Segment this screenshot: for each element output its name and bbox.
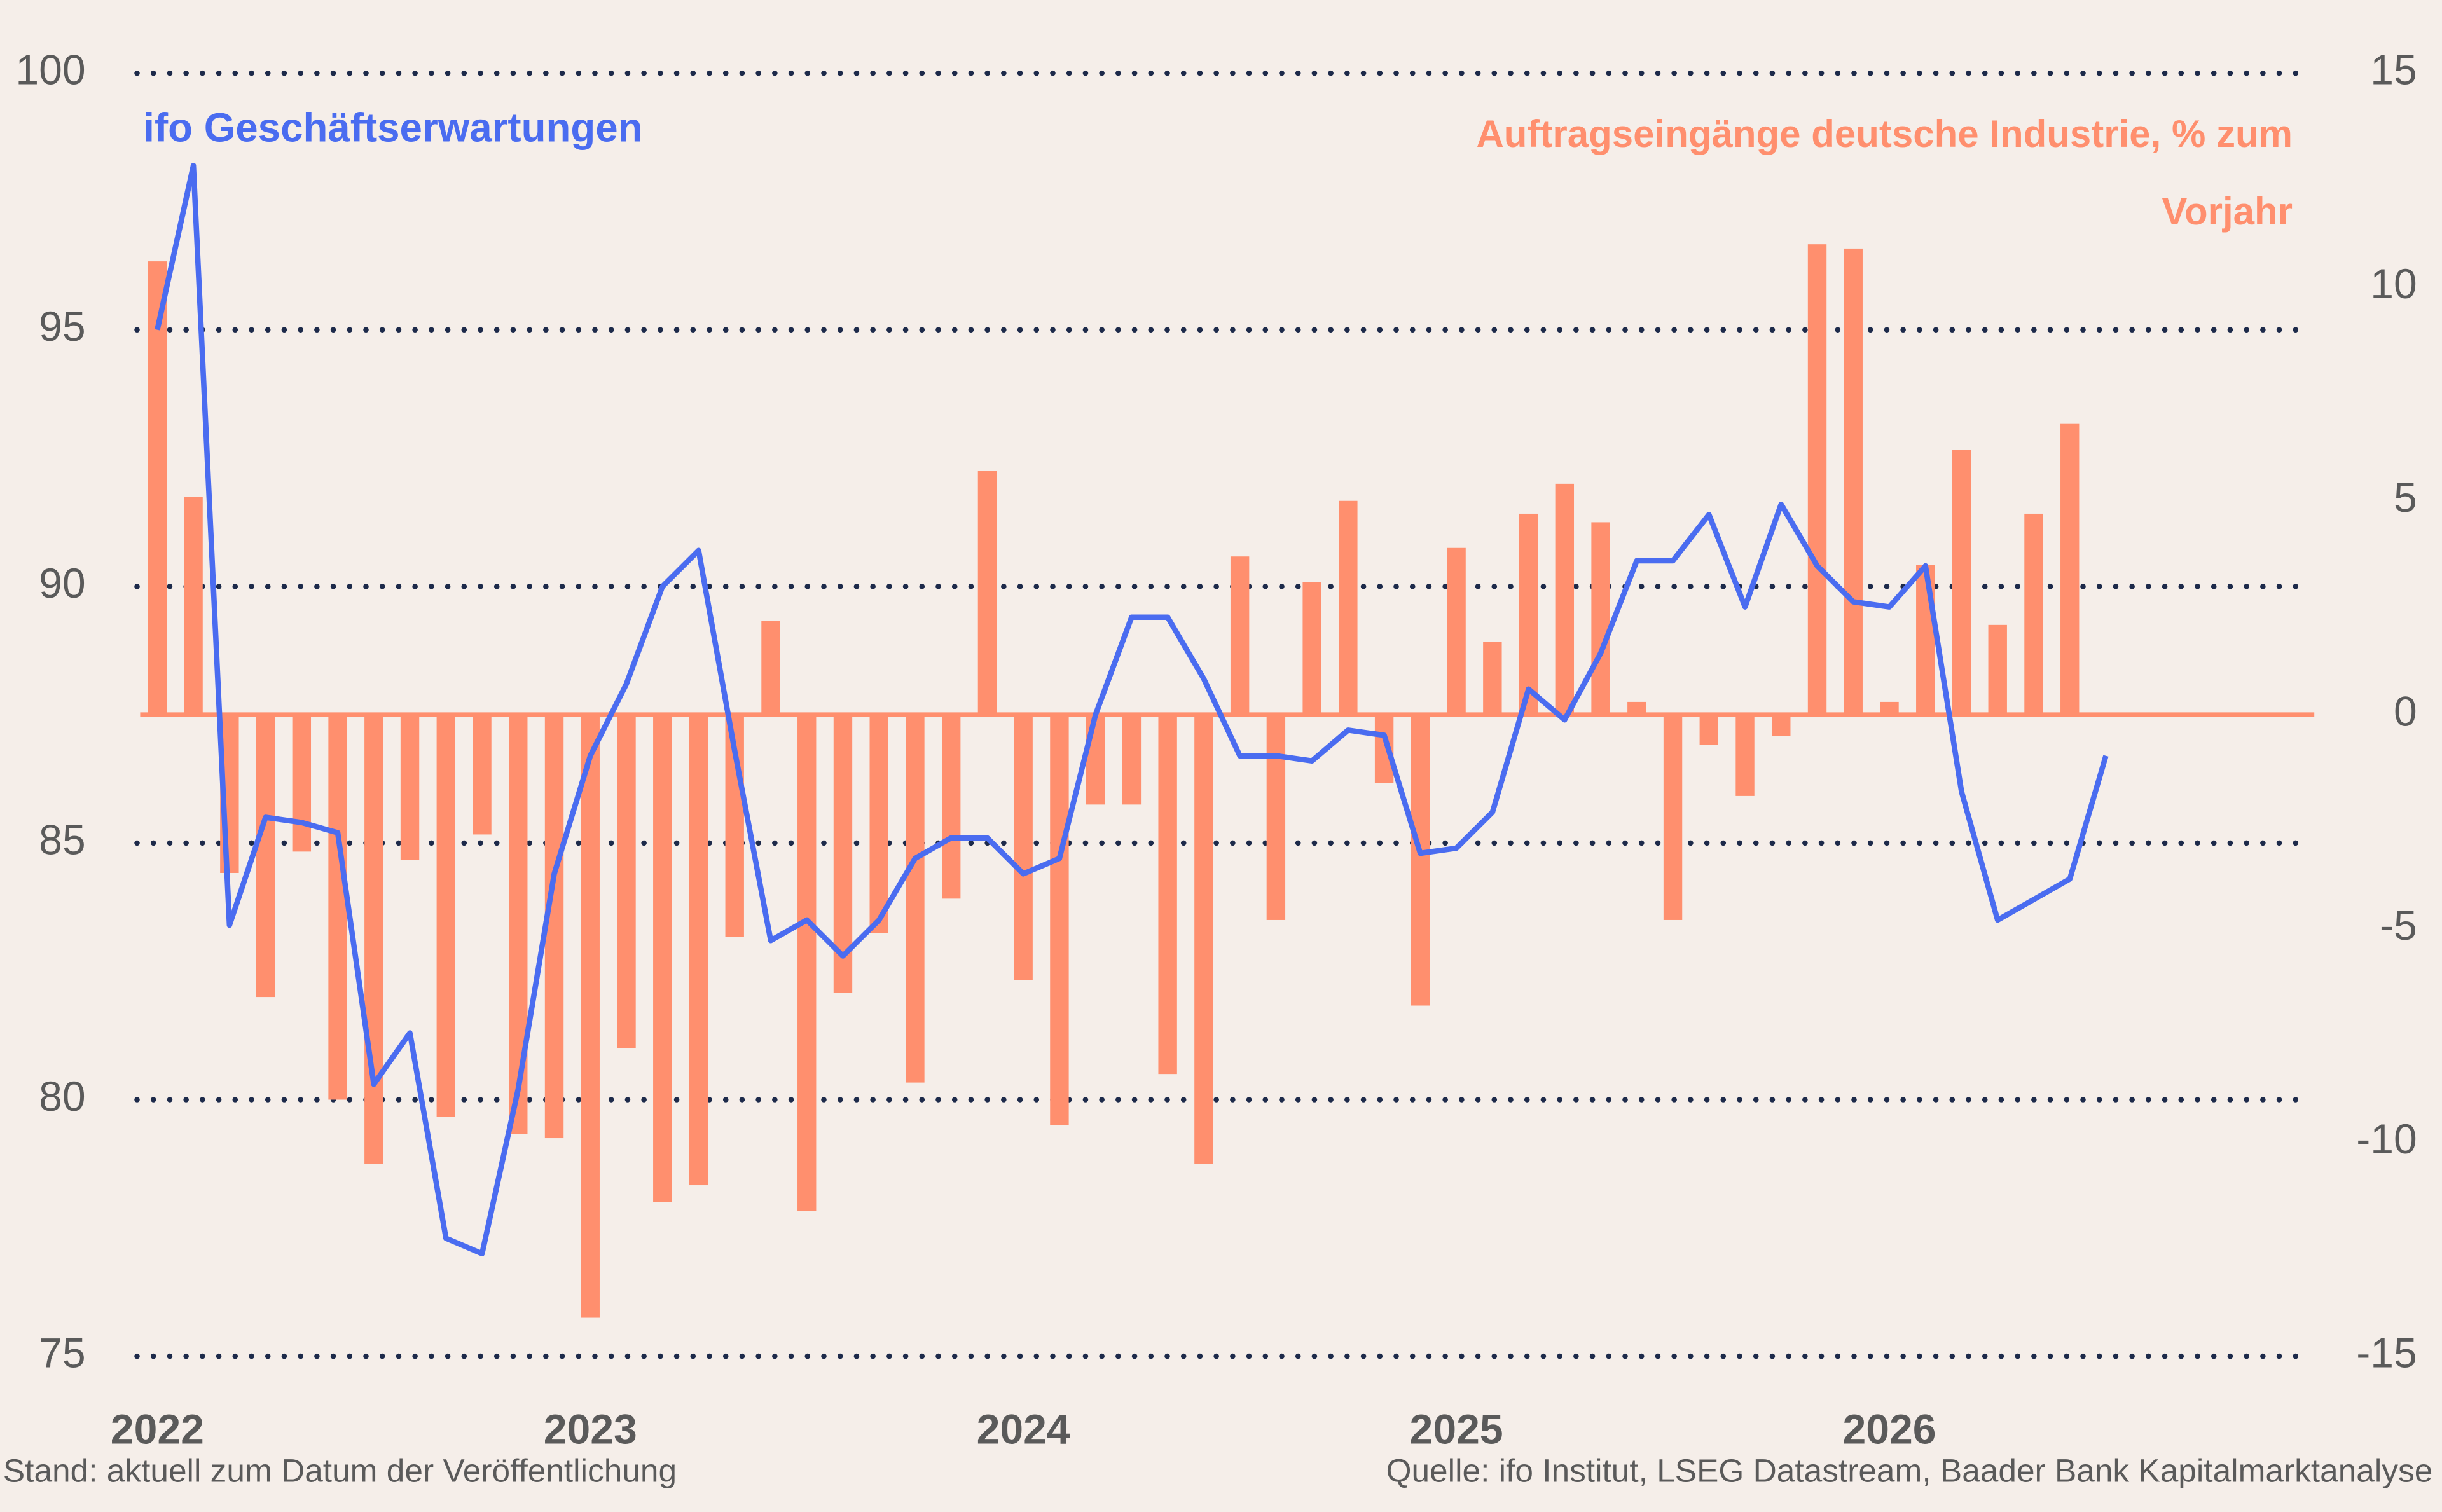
bar: [509, 715, 528, 1134]
x-tick-label: 2024: [977, 1406, 1070, 1454]
y-tick-label: 80: [39, 1073, 86, 1120]
bar: [148, 261, 167, 715]
y2-tick-label: -15: [2356, 1330, 2417, 1377]
y2-tick-label: 5: [2394, 474, 2417, 521]
series-label: ifo Geschäftserwartungen: [143, 106, 642, 151]
y2-tick-label: 15: [2370, 47, 2417, 94]
bar: [1735, 715, 1755, 796]
bar: [797, 715, 817, 1211]
x-tick-label: 2025: [1410, 1406, 1503, 1454]
bar: [1086, 715, 1105, 805]
bar: [2024, 513, 2043, 715]
bar: [364, 715, 383, 1164]
bar: [869, 715, 888, 933]
y2-tick-label: -5: [2380, 902, 2417, 949]
bar: [581, 715, 600, 1318]
y-tick-label: 100: [15, 47, 85, 94]
y-tick-label: 85: [39, 816, 86, 863]
bar: [436, 715, 455, 1117]
bar: [1230, 556, 1250, 715]
bar: [2060, 423, 2080, 715]
y-tick-label: 90: [39, 560, 86, 607]
bar: [1988, 624, 2007, 715]
bar: [256, 715, 275, 998]
bar: [1772, 715, 1791, 736]
bar: [400, 715, 420, 860]
y-tick-label: 75: [39, 1330, 86, 1377]
x-tick-label: 2026: [1842, 1406, 1936, 1454]
bar: [184, 497, 203, 715]
y2-tick-label: 0: [2394, 689, 2417, 736]
bar: [1880, 701, 1899, 715]
bar: [1663, 715, 1683, 920]
note: Stand: aktuell zum Datum der Veröffentli…: [3, 1452, 677, 1488]
bar: [689, 715, 708, 1186]
bar: [1916, 565, 1935, 715]
bar: [1122, 715, 1142, 805]
bar: [653, 715, 672, 1202]
bar: [977, 471, 997, 715]
bar: [292, 715, 312, 852]
bar: [1844, 248, 1863, 715]
bar: [1158, 715, 1177, 1075]
bar: [1339, 500, 1358, 715]
bar: [1952, 450, 1971, 715]
x-tick-label: 2022: [111, 1406, 204, 1454]
bar: [1050, 715, 1069, 1125]
bar: [1411, 715, 1430, 1006]
bar: [1302, 582, 1321, 715]
bar: [1555, 483, 1575, 715]
bar: [328, 715, 347, 1100]
bar: [1627, 701, 1646, 715]
bar: [1014, 715, 1033, 980]
bar: [1591, 522, 1610, 715]
bar: [1807, 244, 1827, 715]
bar: [1699, 715, 1718, 745]
source: Quelle: ifo Institut, LSEG Datastream, B…: [1386, 1452, 2432, 1488]
bar: [473, 715, 492, 835]
bar: [1194, 715, 1213, 1164]
bar: [761, 621, 780, 715]
bar: [906, 715, 925, 1083]
bar: [617, 715, 636, 1048]
bar: [1483, 642, 1502, 715]
line: [155, 163, 2109, 1256]
y2-tick-label: 10: [2370, 261, 2417, 308]
x-tick-label: 2023: [544, 1406, 637, 1454]
bar: [1447, 547, 1466, 715]
y-tick-label: 95: [39, 303, 86, 350]
bar: [1519, 513, 1538, 715]
y2-tick-label: -10: [2356, 1116, 2417, 1163]
bar: [1266, 715, 1286, 920]
series-label: Auftragseingänge deutsche Industrie, % z…: [1476, 113, 2293, 233]
bar: [941, 715, 961, 899]
